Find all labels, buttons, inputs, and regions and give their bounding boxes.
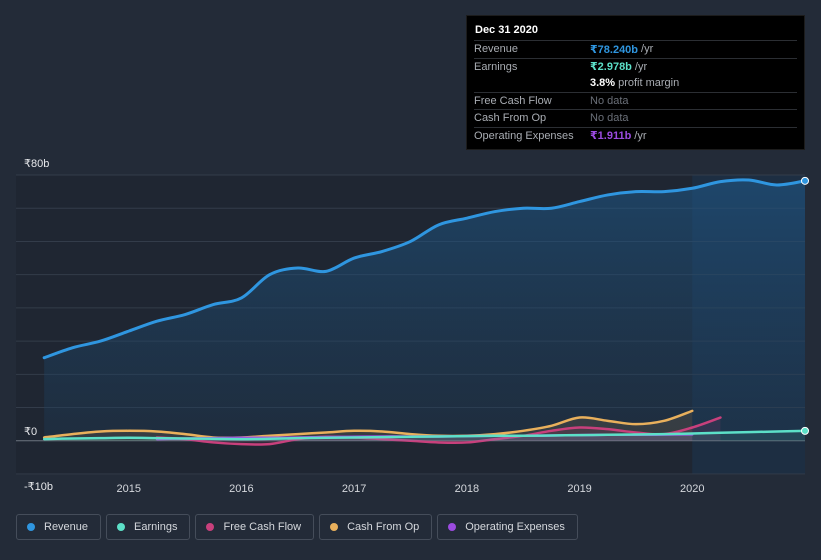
earnings-endpoint bbox=[801, 426, 809, 435]
tooltip-row-label: Cash From Op bbox=[474, 112, 547, 125]
cash-from-op-line bbox=[42, 409, 694, 440]
legend-dot-icon bbox=[448, 523, 457, 531]
tooltip-row: Free Cash Flow No data bbox=[474, 91, 797, 110]
legend-item-revenue[interactable]: Revenue bbox=[16, 514, 102, 540]
tooltip-row: Operating Expenses ₹1.911b/yr bbox=[474, 126, 797, 145]
x-tick-label: 2019 bbox=[567, 483, 591, 495]
tooltip-row-value: ₹78.240b bbox=[590, 43, 639, 56]
x-tick-label: 2020 bbox=[680, 483, 704, 495]
tooltip-row: Earnings ₹2.978b/yr bbox=[474, 57, 797, 76]
tooltip-date: Dec 31 2020 bbox=[475, 24, 538, 36]
x-tick-label: 2015 bbox=[116, 483, 140, 495]
x-tick-label: 2017 bbox=[342, 483, 366, 495]
earnings-area bbox=[44, 430, 805, 441]
legend-item-cash-from-op[interactable]: Cash From Op bbox=[319, 514, 433, 540]
legend-label: Free Cash Flow bbox=[223, 521, 302, 533]
x-tick-label: 2016 bbox=[229, 483, 253, 495]
financial-chart: ₹80b ₹0 -₹10b 2015 2016 2017 2018 2019 2020 bbox=[16, 158, 809, 495]
legend-dot-icon bbox=[330, 523, 339, 531]
y-tick-label: -₹10b bbox=[24, 481, 53, 493]
legend-dot-icon bbox=[27, 523, 35, 531]
cash-from-op-area bbox=[44, 410, 693, 441]
tooltip-row-label: Earnings bbox=[474, 60, 518, 73]
tooltip-row-unit: /yr bbox=[634, 129, 647, 142]
free-cash-flow-line bbox=[155, 416, 722, 446]
legend-dot-icon bbox=[206, 523, 215, 531]
tooltip-row-label: Revenue bbox=[474, 43, 519, 56]
tooltip-row: Revenue ₹78.240b/yr bbox=[474, 40, 797, 58]
legend-label: Cash From Op bbox=[347, 521, 420, 533]
tooltip-row: Cash From Op No data bbox=[474, 109, 797, 127]
tooltip-row-value: 3.8% bbox=[590, 77, 616, 90]
revenue-line bbox=[42, 178, 807, 360]
revenue-endpoint bbox=[801, 176, 809, 185]
tooltip-row: 3.8% profit margin bbox=[474, 75, 797, 92]
free-cash-flow-area bbox=[156, 417, 721, 445]
legend-label: Revenue bbox=[44, 521, 89, 533]
y-tick-label: ₹80b bbox=[24, 158, 49, 170]
tooltip-row-label: Free Cash Flow bbox=[474, 94, 552, 107]
tooltip-row-value: No data bbox=[590, 94, 629, 107]
legend-dot-icon bbox=[117, 523, 126, 531]
tooltip-row-label: Operating Expenses bbox=[474, 129, 574, 142]
tooltip-row-unit: /yr bbox=[634, 60, 648, 73]
earnings-line bbox=[42, 429, 807, 441]
legend-label: Operating Expenses bbox=[465, 521, 565, 533]
legend-item-free-cash-flow[interactable]: Free Cash Flow bbox=[195, 514, 315, 540]
data-tooltip: Dec 31 2020 Revenue ₹78.240b/yr Earnings ₹2… bbox=[466, 15, 805, 150]
revenue-area bbox=[44, 179, 805, 441]
legend-item-earnings[interactable]: Earnings bbox=[106, 514, 191, 540]
tooltip-row-value: ₹1.911b bbox=[590, 130, 632, 143]
tooltip-row-unit: profit margin bbox=[618, 77, 680, 90]
tooltip-row-value: ₹2.978b bbox=[590, 61, 632, 74]
legend-label: Earnings bbox=[134, 521, 178, 533]
chart-legend: Revenue Earnings Free Cash Flow Cash From O… bbox=[16, 514, 583, 540]
legend-item-operating-expenses[interactable]: Operating Expenses bbox=[437, 514, 578, 540]
y-tick-label: ₹0 bbox=[24, 426, 37, 438]
x-tick-label: 2018 bbox=[455, 483, 479, 495]
tooltip-row-unit: /yr bbox=[641, 43, 654, 56]
tooltip-row-value: No data bbox=[590, 112, 629, 125]
